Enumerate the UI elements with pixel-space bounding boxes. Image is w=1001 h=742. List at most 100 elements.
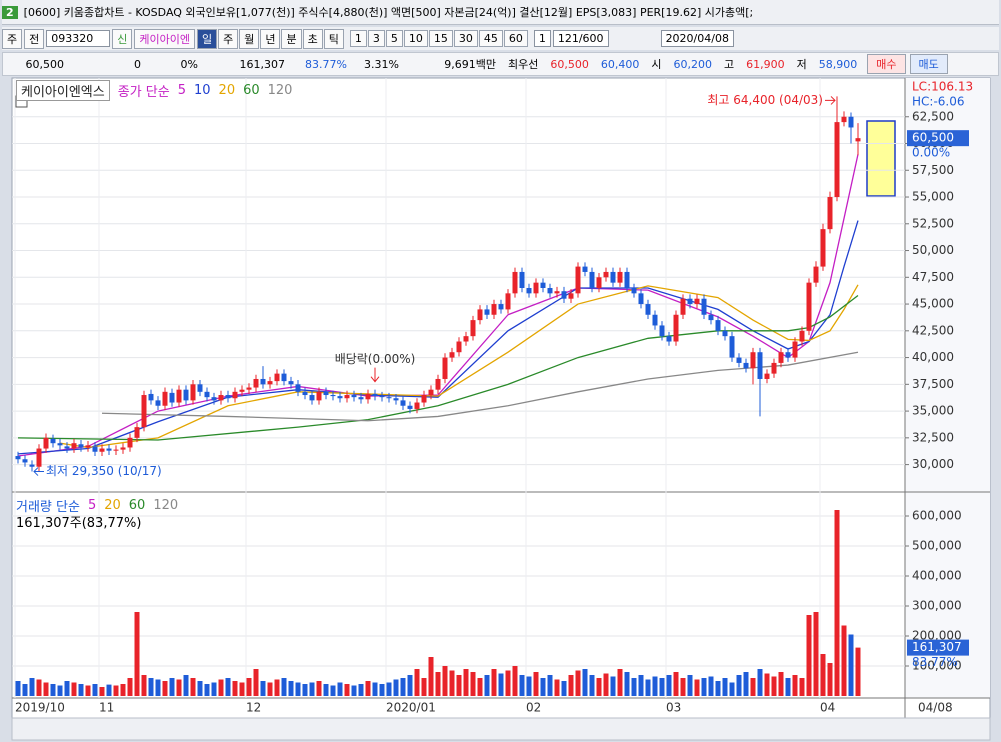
y-tick-label: 62,500 bbox=[912, 109, 954, 123]
volume-bar bbox=[498, 673, 504, 696]
candle-body bbox=[491, 304, 497, 315]
candle-body bbox=[344, 395, 350, 399]
volume-bar bbox=[834, 510, 840, 696]
minute-button[interactable]: 60 bbox=[503, 30, 528, 47]
volume-bar bbox=[428, 657, 434, 696]
candle-body bbox=[708, 314, 714, 321]
last-change: 0.00% bbox=[912, 146, 950, 160]
minute-button[interactable]: 3 bbox=[367, 30, 385, 47]
candle-body bbox=[841, 116, 847, 123]
candle-body bbox=[302, 391, 308, 396]
scroll-bar[interactable] bbox=[11, 717, 991, 741]
volume-bar bbox=[64, 681, 70, 696]
candle-body bbox=[141, 395, 147, 428]
prev-button[interactable]: 전 bbox=[24, 28, 45, 49]
volume-bar bbox=[771, 676, 777, 696]
window-badge: 2 bbox=[2, 5, 18, 19]
minute-button[interactable]: 10 bbox=[403, 30, 428, 47]
candle-body bbox=[386, 397, 392, 399]
volume-bar bbox=[358, 684, 364, 696]
volume-info-text: 161,307주(83,77%) bbox=[16, 516, 142, 531]
candle-body bbox=[323, 391, 329, 396]
candle-body bbox=[127, 437, 133, 448]
volume-bar bbox=[694, 679, 700, 696]
sell-button[interactable]: 매도 bbox=[909, 54, 948, 74]
credit-button[interactable]: 신 bbox=[112, 28, 133, 49]
x-tick-label: 2019/10 bbox=[15, 701, 65, 715]
volume-bar bbox=[477, 678, 483, 696]
volume-bar bbox=[813, 612, 819, 696]
amount: 9,691백만 bbox=[444, 58, 496, 71]
last-volume-ratio: 83.77% bbox=[912, 655, 958, 669]
candle-body bbox=[484, 309, 490, 315]
candle-body bbox=[309, 395, 315, 401]
candle-body bbox=[148, 393, 154, 401]
interval-button[interactable]: 초 bbox=[302, 28, 323, 49]
candle-body bbox=[281, 373, 287, 382]
candle-body bbox=[715, 320, 721, 331]
interval-button[interactable]: 틱 bbox=[323, 28, 344, 49]
ask: 60,500 bbox=[550, 57, 589, 71]
last-volume: 161,307 bbox=[912, 640, 962, 654]
minute-button[interactable]: 5 bbox=[385, 30, 403, 47]
best-label: 최우선 bbox=[508, 58, 539, 71]
volume-bar bbox=[841, 625, 847, 696]
candle-body bbox=[211, 397, 217, 401]
minute-button[interactable]: 30 bbox=[453, 30, 478, 47]
low: 58,900 bbox=[818, 57, 858, 71]
minute-button[interactable]: 15 bbox=[428, 30, 453, 47]
interval-button[interactable]: 분 bbox=[281, 28, 302, 49]
stock-name[interactable]: 케이아이엔 bbox=[134, 28, 195, 49]
volume-bar bbox=[631, 678, 637, 696]
minute-button[interactable]: 1 bbox=[349, 30, 367, 47]
annotation: 배당락(0.00%) bbox=[335, 352, 416, 366]
volume-title: 거래량 단순 bbox=[16, 500, 80, 515]
volume-bar bbox=[470, 672, 476, 696]
interval-button[interactable]: 일 bbox=[196, 28, 218, 49]
code-input[interactable]: 093320 bbox=[46, 30, 111, 47]
date-input[interactable]: 2020/04/08 bbox=[660, 30, 734, 47]
volume-bar bbox=[92, 684, 98, 696]
volume-bar bbox=[99, 687, 105, 696]
count-unit[interactable]: 1 bbox=[533, 30, 551, 47]
volume-bar bbox=[127, 678, 133, 696]
period-button[interactable]: 주 bbox=[2, 28, 23, 49]
candle-body bbox=[176, 389, 182, 403]
last-price: 60,500 bbox=[912, 131, 954, 145]
interval-button[interactable]: 월 bbox=[239, 28, 260, 49]
minute-button[interactable]: 45 bbox=[478, 30, 503, 47]
candle-body bbox=[540, 282, 546, 288]
volume: 161,307 bbox=[239, 57, 286, 71]
candle-body bbox=[99, 448, 105, 452]
minute-group: 1 3 5 10 15 30 45 60 bbox=[349, 30, 528, 47]
candle-body bbox=[365, 393, 371, 400]
volume-bar bbox=[379, 684, 385, 696]
volume-bar bbox=[232, 681, 238, 696]
volume-legend: 거래량 단순 5 20 60 120 bbox=[16, 496, 178, 515]
candle-body bbox=[596, 277, 602, 288]
candle-body bbox=[337, 396, 343, 399]
interval-button[interactable]: 년 bbox=[260, 28, 281, 49]
volume-bar bbox=[652, 676, 658, 696]
volume-bar bbox=[176, 679, 182, 696]
candle-body bbox=[162, 391, 168, 406]
candle-body bbox=[813, 266, 819, 283]
candle-body bbox=[736, 357, 742, 363]
candle-body bbox=[442, 357, 448, 379]
interval-button[interactable]: 주 bbox=[218, 28, 239, 49]
volume-bar bbox=[386, 682, 392, 696]
count-input[interactable]: 121/600 bbox=[552, 30, 609, 47]
candle-body bbox=[645, 304, 651, 315]
volume-bar bbox=[463, 669, 469, 696]
candle-body bbox=[316, 391, 322, 401]
candle-body bbox=[673, 314, 679, 342]
volume-bar bbox=[190, 678, 196, 696]
volume-bar bbox=[183, 675, 189, 696]
buy-button[interactable]: 매수 bbox=[867, 54, 906, 74]
plot: 30,000 32,500 35,000 37,500 40,000 42,500 45,0… bbox=[12, 78, 969, 715]
volume-bar bbox=[547, 675, 553, 696]
candle-body bbox=[526, 288, 532, 294]
volume-bar bbox=[596, 678, 602, 696]
volume-bar bbox=[71, 682, 77, 696]
candle-body bbox=[547, 288, 553, 294]
